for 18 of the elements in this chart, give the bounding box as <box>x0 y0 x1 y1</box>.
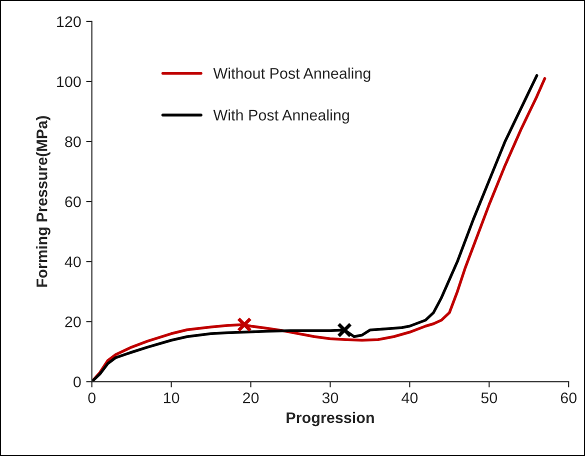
y-tick-label: 40 <box>64 256 81 268</box>
x-tick-label: 30 <box>322 392 338 404</box>
y-tick-label: 100 <box>57 76 81 88</box>
x-tick-label: 60 <box>560 392 577 404</box>
y-axis-title: Forming Pressure(MPa) <box>36 116 50 287</box>
y-tick-label: 0 <box>74 376 81 388</box>
x-axis-title: Progression <box>286 412 374 426</box>
legend-label: With Post Annealing <box>213 109 349 124</box>
x-tick-label: 40 <box>402 392 418 404</box>
x-tick-label: 50 <box>481 392 498 404</box>
x-tick-label: 0 <box>88 392 96 404</box>
x-tick-label: 20 <box>243 392 259 404</box>
y-tick-label: 80 <box>65 136 81 148</box>
y-tick-label: 60 <box>65 196 81 208</box>
y-tick-label: 20 <box>65 316 81 328</box>
y-tick-label: 120 <box>57 16 81 28</box>
x-tick-label: 10 <box>164 392 180 404</box>
legend-label: Without Post Annealing <box>213 68 370 82</box>
